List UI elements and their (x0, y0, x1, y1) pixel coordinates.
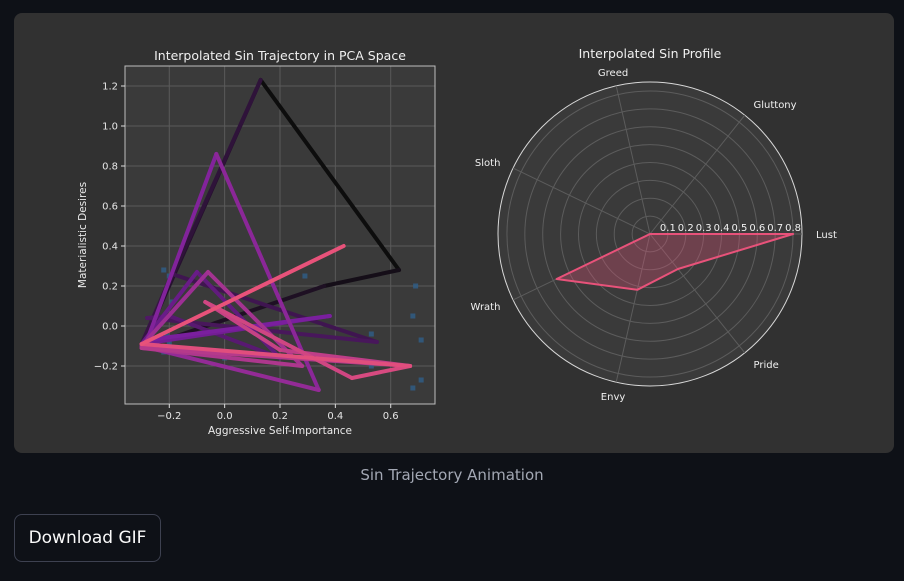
chart-title: Interpolated Sin Trajectory in PCA Space (154, 48, 406, 63)
radar-polygon (555, 233, 795, 291)
scatter-point (368, 363, 374, 369)
y-tick-label: 0.8 (102, 162, 118, 173)
x-tick-label: 0.6 (383, 411, 399, 422)
trajectory-segment (203, 300, 354, 380)
trajectory-segment (349, 364, 413, 380)
radar-category-label: Greed (598, 68, 628, 79)
y-tick-label: −0.2 (94, 362, 118, 373)
scatter-point (302, 273, 308, 279)
radar-radial-tick-label: 0.7 (767, 223, 783, 234)
x-tick-label: 0.0 (217, 411, 233, 422)
trajectory-segment (194, 270, 282, 360)
radar-title: Interpolated Sin Profile (579, 46, 722, 61)
radar-series (555, 233, 795, 291)
scatter-point (410, 385, 416, 391)
radar-spoke (649, 114, 746, 235)
scatter-point (413, 283, 419, 289)
radar-radial-tick-label: 0.2 (678, 223, 694, 234)
radar-radial-tick-label: 0.5 (731, 223, 747, 234)
radar-category-labels: Lust Gluttony Greed Sloth Wrath Envy Pride (471, 68, 837, 403)
radar-spoke (615, 85, 651, 235)
radar-spoke (615, 233, 651, 383)
radar-radial-ticks: 0.1 0.2 0.3 0.4 0.5 0.6 0.7 0.8 (660, 223, 801, 234)
scatter-point (410, 313, 416, 319)
scatter-point (418, 337, 424, 343)
radar-spoke (649, 233, 746, 354)
trajectory-lines (139, 78, 413, 392)
scatter-point (166, 341, 172, 347)
tick-marks: −0.2 0.0 0.2 0.4 0.6 −0.2 0.0 0.2 0.4 0.6 0.8 1.0 1.… (94, 82, 399, 423)
trajectory-chart: −0.2 0.0 0.2 0.4 0.6 −0.2 0.0 0.2 0.4 0.6 0.8 1.0 1.… (77, 48, 436, 437)
radar-radial-tick-label: 0.4 (714, 223, 730, 234)
radar-category-label: Gluttony (753, 100, 796, 111)
scatter-point (368, 331, 374, 337)
figure-panel: −0.2 0.0 0.2 0.4 0.6 −0.2 0.0 0.2 0.4 0.6 0.8 1.0 1.… (14, 13, 894, 453)
trajectory-segment (145, 314, 332, 342)
trajectory-segment (170, 272, 379, 344)
trajectory-segment (139, 342, 413, 368)
x-tick-label: 0.2 (272, 411, 288, 422)
radar-chart: Interpolated Sin Profile 0.1 0.2 0.3 0.4 0.5… (471, 46, 837, 403)
y-tick-label: 0.0 (102, 322, 118, 333)
trajectory-segment (258, 78, 402, 272)
radar-category-label: Lust (816, 230, 837, 241)
scatter-point (418, 377, 424, 383)
radar-spoke (512, 167, 651, 235)
trajectory-segment (145, 152, 219, 342)
y-tick-label: 0.2 (102, 282, 118, 293)
y-tick-label: 0.6 (102, 202, 118, 213)
grid-lines (125, 66, 435, 404)
y-tick-label: 1.2 (102, 82, 118, 93)
radar-category-label: Envy (601, 392, 626, 403)
y-axis-label: Materialistic Desires (77, 182, 89, 288)
x-tick-label: 0.4 (327, 411, 343, 422)
radar-category-label: Wrath (471, 302, 501, 313)
animation-caption: Sin Trajectory Animation (360, 466, 544, 484)
radar-radial-tick-label: 0.3 (696, 223, 712, 234)
figure-canvas: −0.2 0.0 0.2 0.4 0.6 −0.2 0.0 0.2 0.4 0.6 0.8 1.0 1.… (77, 46, 837, 437)
x-tick-label: −0.2 (157, 411, 181, 422)
download-gif-button[interactable]: Download GIF (14, 514, 161, 562)
trajectory-segment (139, 270, 211, 348)
radar-category-label: Sloth (475, 158, 501, 169)
radar-radial-tick-label: 0.6 (749, 223, 765, 234)
radar-radial-tick-label: 0.8 (785, 223, 801, 234)
trajectory-segment (322, 268, 402, 288)
trajectory-segment (139, 244, 346, 346)
trajectory-segment (139, 344, 321, 392)
y-tick-label: 1.0 (102, 122, 118, 133)
x-axis-label: Aggressive Self-Importance (208, 425, 352, 437)
scatter-point (161, 267, 167, 273)
radar-radial-tick-label: 0.1 (660, 223, 676, 234)
radar-category-label: Pride (753, 360, 778, 371)
y-tick-label: 0.4 (102, 242, 118, 253)
